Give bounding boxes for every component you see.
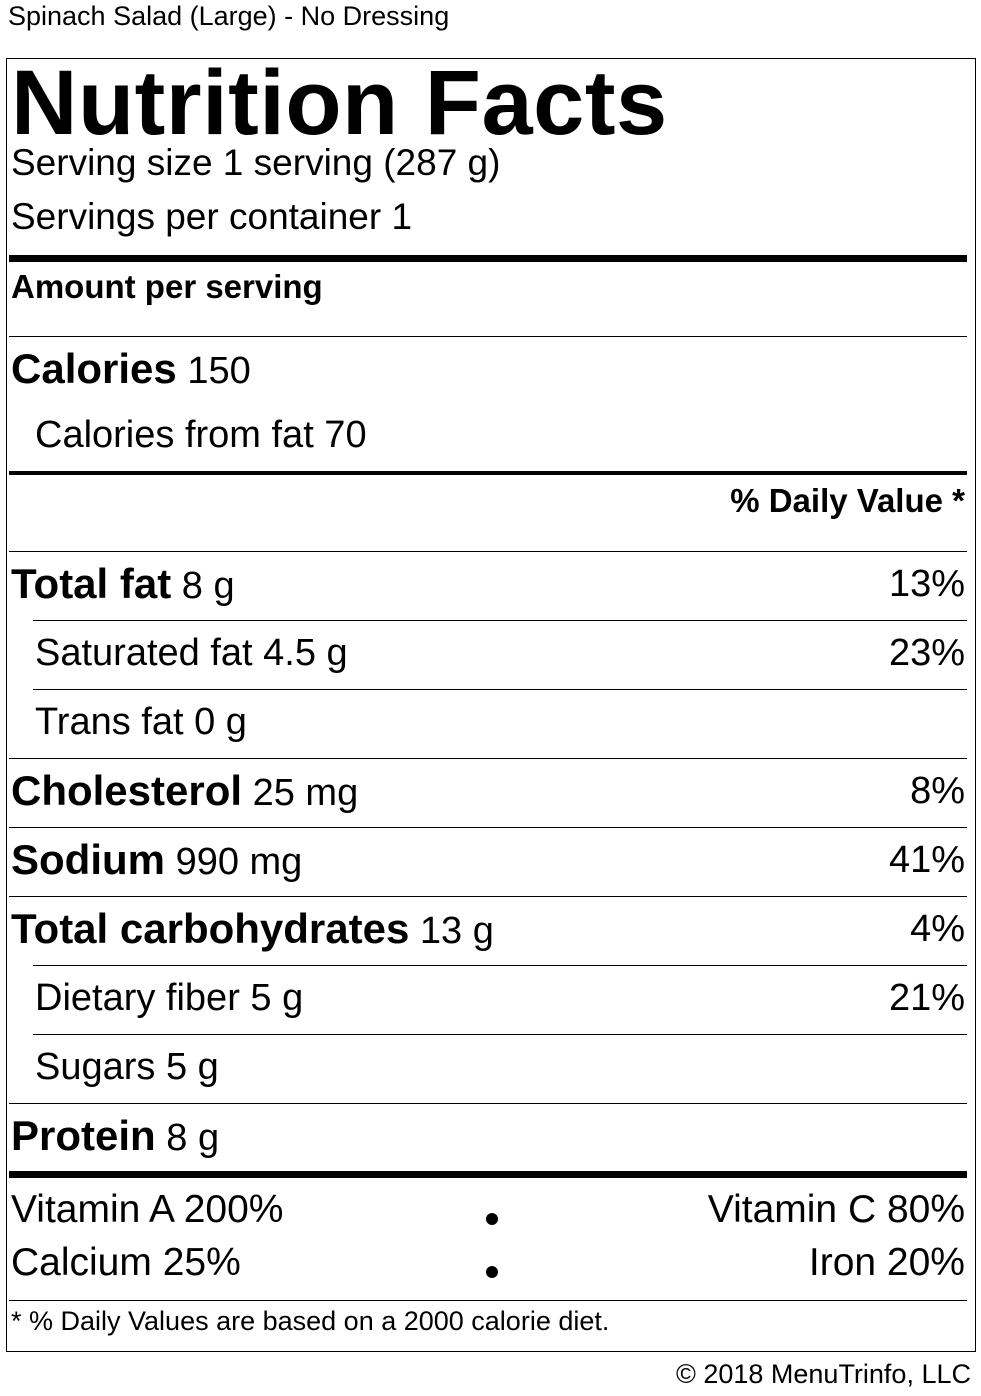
footnote: * % Daily Values are based on a 2000 cal… [11, 1306, 610, 1336]
vitamin-c: Vitamin C 80% [707, 1188, 965, 1231]
nutrient-label: Sodium [11, 836, 165, 883]
divider [9, 758, 967, 759]
divider [9, 827, 967, 828]
nutrient-row-dietary-fiber: Dietary fiber 5 g 21% [11, 976, 965, 1020]
nutrient-label: Sugars 5 g [35, 1046, 219, 1088]
nutrient-dv: 23% [888, 632, 965, 674]
calories-label: Calories [11, 345, 177, 392]
nutrient-dv: 13% [888, 563, 965, 605]
nutrient-row-sodium: Sodium 990 mg 41% [11, 836, 965, 884]
divider [9, 551, 967, 552]
nutrient-dv: 41% [888, 839, 965, 881]
divider [9, 1300, 967, 1301]
nutrient-amount: 8 g [166, 1117, 220, 1159]
divider [33, 620, 967, 621]
daily-value-header: % Daily Value * [730, 482, 965, 519]
calories-value: 150 [187, 350, 251, 392]
medium-divider [9, 471, 967, 475]
nutrient-row-total-carbohydrates: Total carbohydrates 13 g 4% [11, 905, 965, 953]
vitamin-a: Vitamin A 200% [11, 1188, 284, 1231]
product-name: Spinach Salad (Large) - No Dressing [8, 1, 450, 31]
nutrient-row-saturated-fat: Saturated fat 4.5 g 23% [11, 631, 965, 675]
nutrient-row-trans-fat: Trans fat 0 g [11, 700, 965, 744]
nutrient-amount: 25 mg [252, 772, 359, 814]
nutrient-amount: 8 g [181, 565, 235, 607]
calories-from-fat: Calories from fat 70 [35, 414, 367, 456]
copyright: © 2018 MenuTrinfo, LLC [675, 1359, 971, 1389]
nutrient-label: Cholesterol [11, 767, 243, 814]
divider [9, 896, 967, 897]
nutrient-amount: 13 g [419, 910, 494, 952]
nutrient-dv: 4% [910, 908, 965, 950]
calories-from-fat-row: Calories from fat 70 [11, 413, 965, 457]
nutrition-facts-title: Nutrition Facts [11, 52, 668, 154]
serving-size: Serving size 1 serving (287 g) [11, 142, 501, 183]
calcium: Calcium 25% [11, 1241, 241, 1284]
nutrient-dv: 21% [888, 977, 965, 1019]
bullet-icon [486, 1266, 498, 1278]
divider [9, 336, 967, 337]
divider [33, 689, 967, 690]
nutrient-amount: 990 mg [175, 841, 303, 883]
divider [33, 965, 967, 966]
bullet-icon [486, 1213, 498, 1225]
nutrient-label: Total carbohydrates [11, 905, 410, 952]
nutrition-facts-panel: Nutrition Facts Serving size 1 serving (… [6, 53, 976, 1352]
thick-divider [9, 1171, 967, 1178]
nutrient-row-cholesterol: Cholesterol 25 mg 8% [11, 767, 965, 815]
nutrient-row-protein: Protein 8 g [11, 1112, 965, 1160]
nutrient-label: Saturated fat 4.5 g [35, 632, 348, 674]
amount-per-serving: Amount per serving [11, 268, 323, 305]
nutrient-label: Dietary fiber 5 g [35, 977, 304, 1019]
iron: Iron 20% [808, 1241, 965, 1284]
servings-per-container: Servings per container 1 [11, 196, 413, 237]
divider [9, 1103, 967, 1104]
nutrient-label: Protein [11, 1112, 156, 1159]
nutrient-label: Trans fat 0 g [35, 701, 247, 743]
thick-divider [9, 255, 967, 262]
divider [33, 1034, 967, 1035]
nutrient-row-total-fat: Total fat 8 g 13% [11, 560, 965, 608]
calories-row: Calories 150 [11, 345, 965, 393]
nutrient-label: Total fat [11, 560, 172, 607]
nutrient-row-sugars: Sugars 5 g [11, 1045, 965, 1089]
nutrient-dv: 8% [910, 770, 965, 812]
